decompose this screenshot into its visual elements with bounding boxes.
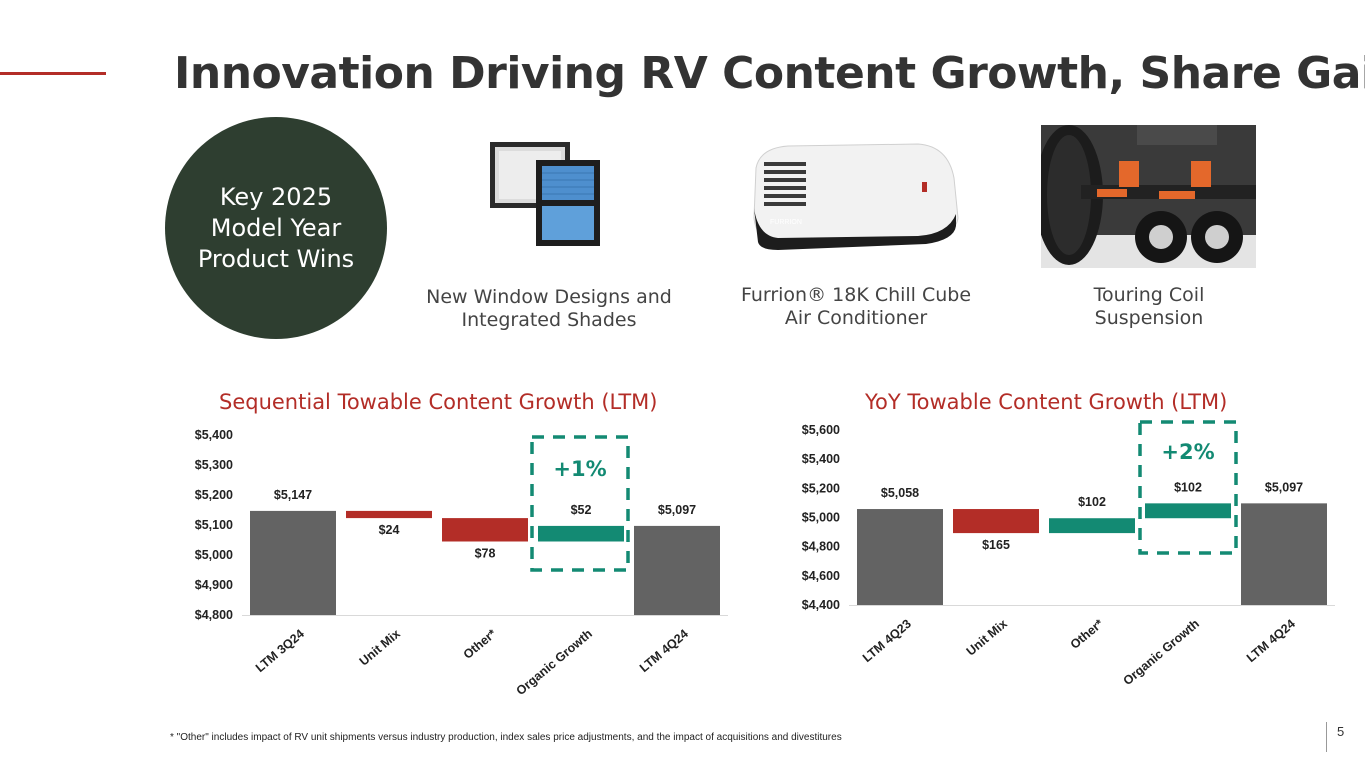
furrion-logo-text: FURRION	[770, 219, 802, 226]
waterfall-bar-increase	[538, 525, 624, 542]
page-title: Innovation Driving RV Content Growth, Sh…	[174, 48, 1365, 99]
coil-suspension-image	[1041, 125, 1256, 268]
footnote: * "Other" includes impact of RV unit shi…	[170, 732, 842, 743]
y-tick-label: $4,600	[802, 569, 840, 583]
y-tick-label: $5,400	[195, 428, 233, 442]
waterfall-bar-increase	[1145, 503, 1231, 519]
data-label: $24	[379, 523, 400, 537]
x-category-label: Unit Mix	[964, 617, 1010, 659]
y-tick-label: $5,600	[802, 423, 840, 437]
data-label: $165	[982, 538, 1010, 552]
waterfall-bar-total	[857, 509, 943, 605]
x-category-label: Organic Growth	[1121, 617, 1202, 688]
organic-growth-percent: +1%	[553, 457, 606, 481]
page-number-divider	[1326, 722, 1327, 752]
y-tick-label: $5,300	[195, 458, 233, 472]
x-category-label: LTM 4Q24	[1244, 617, 1298, 666]
window-shades-image	[490, 142, 600, 246]
y-tick-label: $5,000	[802, 511, 840, 525]
data-label: $5,058	[881, 486, 919, 500]
waterfall-bar-total	[250, 510, 336, 615]
y-tick-label: $5,100	[195, 518, 233, 532]
organic-growth-highlight-box	[530, 435, 630, 572]
data-label: $78	[475, 547, 496, 561]
air-conditioner-image: FURRION	[753, 143, 959, 250]
organic-growth-percent: +2%	[1161, 440, 1214, 464]
x-category-label: Unit Mix	[357, 627, 403, 669]
x-category-label: Organic Growth	[514, 627, 595, 698]
y-tick-label: $5,200	[195, 488, 233, 502]
waterfall-bar-total	[634, 525, 720, 615]
page-number: 5	[1337, 724, 1345, 739]
y-tick-label: $4,800	[195, 608, 233, 622]
x-category-label: Other*	[461, 626, 499, 661]
data-label: $5,097	[658, 503, 696, 517]
waterfall-bar-increase	[1049, 518, 1135, 534]
x-category-label: LTM 4Q23	[860, 617, 914, 666]
data-label: $102	[1174, 480, 1202, 494]
product-caption-ac: Furrion® 18K Chill Cube Air Conditioner	[740, 284, 972, 329]
y-tick-label: $4,800	[802, 540, 840, 554]
chart-title-sequential: Sequential Towable Content Growth (LTM)	[219, 390, 658, 414]
waterfall-bar-decrease	[953, 509, 1039, 534]
x-category-label: Other*	[1068, 616, 1106, 651]
y-tick-label: $4,400	[802, 598, 840, 612]
chart-title-yoy: YoY Towable Content Growth (LTM)	[865, 390, 1228, 414]
x-category-label: LTM 3Q24	[253, 627, 307, 676]
y-tick-label: $5,000	[195, 548, 233, 562]
key-wins-badge: Key 2025 Model Year Product Wins	[165, 117, 387, 339]
y-tick-label: $5,400	[802, 452, 840, 466]
data-label: $5,097	[1265, 480, 1303, 494]
title-accent-line	[0, 72, 106, 75]
organic-growth-highlight-box	[1138, 420, 1238, 555]
y-tick-label: $5,200	[802, 481, 840, 495]
key-wins-badge-text: Key 2025 Model Year Product Wins	[197, 182, 355, 273]
waterfall-bar-decrease	[442, 518, 528, 542]
data-label: $5,147	[274, 488, 312, 502]
product-caption-windows: New Window Designs and Integrated Shades	[426, 286, 672, 331]
data-label: $102	[1078, 495, 1106, 509]
waterfall-bar-total	[1241, 503, 1327, 605]
data-label: $52	[571, 503, 592, 517]
waterfall-bar-decrease	[346, 510, 432, 519]
x-category-label: LTM 4Q24	[637, 627, 691, 676]
y-tick-label: $4,900	[195, 578, 233, 592]
product-caption-suspension: Touring Coil Suspension	[1093, 284, 1205, 329]
